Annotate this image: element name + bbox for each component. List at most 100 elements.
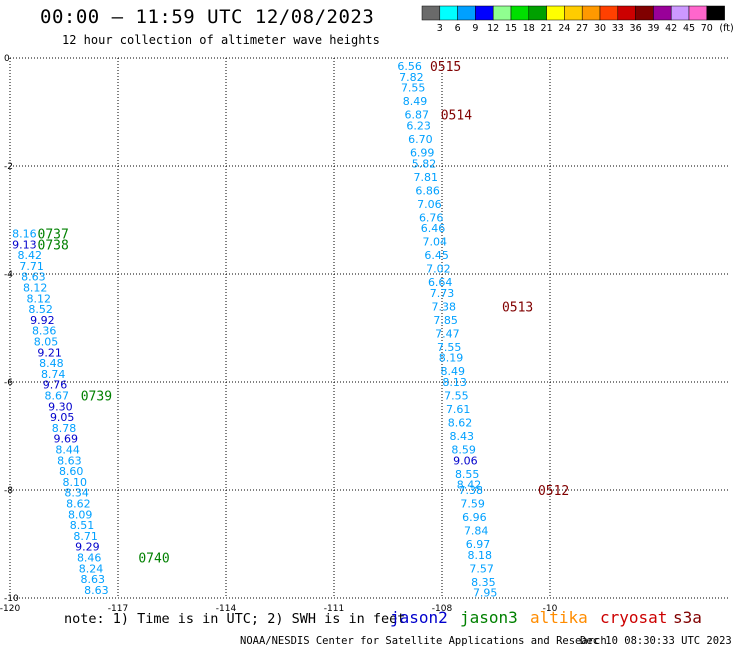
swh-label-s3a: 6.46 [421, 222, 446, 235]
scale-label: 42 [665, 23, 677, 34]
time-label-jason3: 0737 [38, 228, 69, 243]
created-timestamp: Dec 10 08:30:33 UTC 2023 [580, 635, 732, 647]
time-label-jason3: 0740 [138, 552, 169, 567]
swh-label-s3a: 6.70 [408, 133, 433, 146]
chart-title: 00:00 – 11:59 UTC 12/08/2023 [40, 6, 375, 28]
time-label-s3a: 0512 [538, 484, 569, 499]
scale-label: 70 [701, 23, 713, 34]
scale-label: 33 [612, 23, 624, 34]
legend-jason2: jason2 [390, 608, 448, 627]
swh-label-jason3: 8.36 [32, 325, 57, 338]
scale-swatch [492, 5, 512, 21]
swh-label-jason3: 8.63 [57, 454, 82, 467]
swh-label-s3a: 6.99 [410, 147, 435, 160]
scale-label: 15 [505, 23, 517, 34]
scale-swatch [688, 5, 708, 21]
y-tick-label: -6 [4, 378, 13, 388]
swh-label-s3a: 7.02 [426, 263, 451, 276]
swh-label-s3a: 8.55 [455, 468, 480, 481]
swh-label-s3a: 8.42 [457, 479, 482, 492]
swh-label-s3a: 7.55 [437, 341, 462, 354]
swh-label-jason3: 9.13 [12, 238, 37, 251]
scale-swatch [439, 5, 458, 21]
swh-label-s3a: 8.19 [439, 352, 464, 365]
time-label-s3a: 0513 [502, 300, 533, 315]
chart-subtitle: 12 hour collection of altimeter wave hei… [62, 33, 380, 47]
scale-label: 3 [437, 23, 443, 34]
swh-label-jason3: 8.48 [39, 357, 64, 370]
scale-swatch [421, 5, 441, 21]
swh-label-s3a: 7.84 [464, 525, 489, 538]
x-tick-label: -120 [0, 604, 20, 614]
swh-label-jason3: 9.21 [37, 346, 62, 359]
scale-swatch [653, 5, 672, 21]
scale-label: 36 [630, 23, 642, 34]
swh-label-s3a: 7.55 [401, 82, 426, 95]
swh-label-s3a: 7.59 [460, 498, 485, 511]
swh-label-jason3: 9.69 [54, 433, 79, 446]
swh-label-jason3: 8.60 [59, 465, 84, 478]
swh-label-jason3: 8.62 [66, 498, 91, 511]
x-tick-label: -117 [108, 604, 128, 614]
scale-label: 6 [455, 23, 461, 34]
swh-label-jason3: 8.42 [18, 249, 43, 262]
scale-swatch [564, 5, 583, 21]
swh-label-jason3: 8.24 [79, 562, 104, 575]
swh-label-s3a: 6.87 [405, 109, 430, 122]
scale-label: 24 [558, 23, 570, 34]
swh-label-jason3: 8.46 [77, 552, 102, 565]
swh-label-jason3: 8.12 [23, 282, 48, 295]
swh-label-s3a: 5.82 [412, 157, 437, 170]
swh-label-jason3: 8.52 [28, 303, 53, 316]
swh-label-jason3: 8.71 [73, 530, 98, 543]
scale-label: 39 [647, 23, 659, 34]
x-tick-label: -108 [432, 604, 453, 614]
scale-unit: (ft) [719, 23, 733, 34]
y-tick-label: -4 [4, 270, 13, 280]
legend-cryosat: cryosat [600, 608, 668, 627]
swh-label-s3a: 6.64 [428, 276, 453, 289]
scale-swatch [599, 5, 619, 21]
swh-label-s3a: 7.95 [473, 587, 498, 600]
y-tick-label: -2 [4, 162, 13, 172]
swh-label-jason3: 8.51 [70, 519, 95, 532]
swh-label-jason3: 8.63 [84, 584, 109, 597]
scale-label: 9 [472, 23, 478, 34]
swh-label-s3a: 6.86 [415, 184, 440, 197]
scale-swatch [617, 5, 636, 21]
swh-label-jason3: 8.10 [63, 476, 88, 489]
swh-label-jason3: 9.29 [75, 541, 100, 554]
scale-swatch [528, 5, 547, 21]
legend-s3a: s3a [673, 608, 702, 627]
time-label-jason3: 0739 [81, 390, 112, 405]
swh-label-jason3: 8.74 [41, 368, 66, 381]
swh-label-s3a: 6.23 [406, 120, 431, 133]
swh-label-s3a: 7.81 [414, 171, 439, 184]
scale-swatch [546, 5, 565, 21]
x-tick-label: -10 [543, 604, 558, 614]
swh-label-s3a: 7.04 [423, 236, 448, 249]
swh-label-jason3: 8.44 [55, 444, 80, 457]
swh-label-s3a: 8.62 [448, 417, 473, 430]
scale-label: 45 [683, 23, 695, 34]
swh-label-s3a: 8.13 [442, 376, 467, 389]
scale-label: 18 [523, 23, 535, 34]
x-tick-label: -111 [324, 604, 344, 614]
swh-label-s3a: 6.76 [419, 211, 444, 224]
swh-label-jason3: 8.34 [64, 487, 89, 500]
swh-label-s3a: 7.38 [459, 484, 484, 497]
swh-label-s3a: 8.59 [451, 444, 476, 457]
swh-label-s3a: 7.61 [446, 403, 471, 416]
swh-label-jason3: 8.63 [81, 573, 106, 586]
swh-label-s3a: 7.82 [399, 71, 424, 84]
swh-label-s3a: 6.45 [424, 249, 449, 262]
swh-label-s3a: 7.55 [444, 390, 469, 403]
swh-label-s3a: 9.06 [453, 454, 478, 467]
swh-label-s3a: 7.85 [433, 314, 458, 327]
swh-label-jason3: 8.78 [52, 422, 77, 435]
scale-swatch [635, 5, 654, 21]
swh-label-s3a: 6.97 [466, 538, 491, 551]
footer-note: note: 1) Time is in UTC; 2) SWH is in fe… [64, 611, 406, 627]
swh-label-jason3: 8.67 [45, 390, 70, 403]
